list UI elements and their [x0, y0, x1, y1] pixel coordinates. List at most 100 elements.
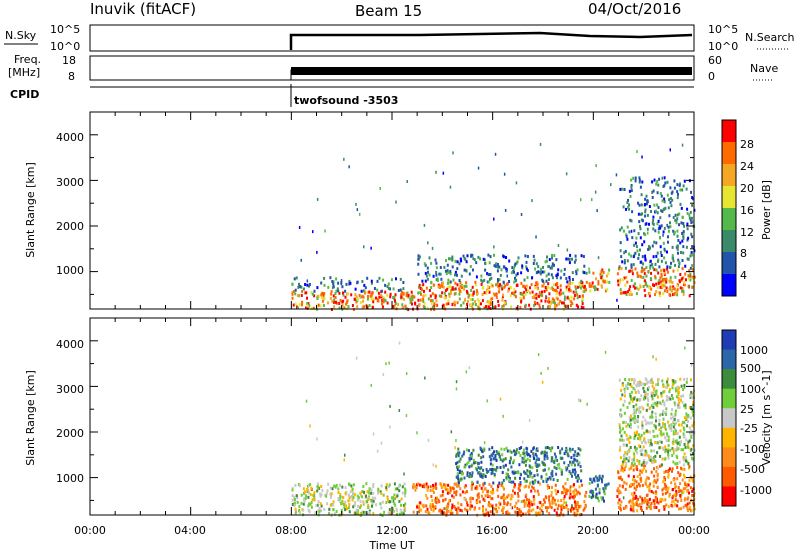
power-cbar-label: Power [dB] — [760, 180, 773, 240]
power-cell — [638, 253, 640, 257]
velocity-cell — [682, 448, 685, 452]
power-cell — [559, 299, 562, 303]
power-cell — [419, 287, 422, 290]
power-cell — [620, 267, 623, 271]
velocity-cell — [444, 487, 447, 491]
velocity-cell — [660, 430, 663, 434]
velocity-cell — [463, 450, 466, 454]
velocity-cell — [305, 494, 308, 498]
power-cell — [557, 302, 560, 306]
velocity-cell — [418, 506, 421, 510]
power-cell — [520, 281, 523, 285]
power-cell — [681, 215, 684, 219]
power-speckle — [423, 223, 426, 227]
velocity-cell — [421, 504, 424, 508]
power-cell — [465, 306, 468, 310]
velocity-cell — [313, 495, 316, 499]
velocity-cell — [513, 449, 515, 453]
velocity-cell — [638, 502, 641, 506]
power-cell — [366, 306, 369, 310]
freq-tick-high: 18 — [62, 54, 76, 67]
power-cell — [294, 292, 297, 296]
power-cell — [623, 259, 626, 262]
velocity-cell — [643, 463, 646, 467]
power-cell — [543, 289, 546, 293]
velocity-cell — [554, 488, 557, 492]
xtick-12-00: 12:00 — [376, 524, 408, 537]
velocity-cell — [331, 487, 334, 491]
power-cell — [663, 256, 666, 260]
power-speckle — [442, 171, 445, 175]
velocity-cell — [625, 437, 628, 441]
power-cell — [668, 287, 671, 291]
power-cell — [323, 276, 326, 280]
power-cell — [661, 199, 664, 203]
velocity-cell — [293, 502, 296, 505]
velocity-cell — [649, 505, 652, 509]
power-cell — [392, 296, 395, 299]
velocity-cell — [488, 482, 491, 486]
velocity-cell — [673, 493, 676, 497]
velocity-cell — [676, 462, 679, 466]
velocity-speckle — [483, 441, 486, 445]
colorbar-segment — [722, 186, 736, 209]
power-cell — [347, 305, 350, 309]
velocity-cell — [533, 457, 535, 460]
power-ytick-1000: 1000 — [56, 264, 84, 277]
velocity-cell — [530, 509, 533, 513]
velocity-cell — [359, 506, 362, 509]
velocity-cell — [629, 504, 632, 508]
power-speckle — [356, 208, 359, 212]
velocity-cell — [332, 508, 335, 512]
velocity-cell — [536, 473, 539, 477]
power-cell — [410, 299, 413, 303]
power-cell — [640, 193, 643, 197]
power-speckle — [427, 241, 429, 245]
power-cell — [356, 305, 359, 309]
power-cell — [497, 265, 499, 269]
power-cell — [677, 265, 680, 269]
velocity-cell — [645, 494, 648, 497]
power-cell — [650, 287, 653, 291]
velocity-cell — [628, 450, 630, 453]
velocity-cell — [690, 447, 693, 451]
velocity-cell — [618, 378, 621, 382]
velocity-cell — [658, 446, 661, 450]
velocity-cell — [392, 499, 395, 503]
velocity-cell — [620, 389, 623, 392]
velocity-cell — [638, 444, 641, 448]
power-cell — [642, 275, 645, 279]
velocity-cell — [691, 424, 694, 428]
power-cell — [692, 277, 695, 281]
power-cell — [434, 294, 437, 298]
power-cell — [470, 288, 473, 292]
velocity-cell — [579, 448, 582, 452]
velocity-cell — [372, 499, 375, 503]
velocity-cell — [552, 478, 555, 482]
power-cell — [640, 270, 643, 274]
velocity-cell — [647, 385, 650, 389]
velocity-cell — [525, 484, 528, 488]
power-cell — [359, 301, 362, 304]
velocity-speckle — [405, 414, 408, 418]
velocity-cell — [679, 493, 682, 497]
velocity-cell — [512, 459, 515, 463]
velocity-cell — [467, 460, 470, 464]
power-cell — [497, 284, 500, 288]
velocity-cell — [658, 418, 661, 422]
power-cell — [581, 284, 584, 288]
power-cell — [394, 293, 397, 297]
velocity-cell — [538, 463, 541, 467]
velocity-cell — [294, 483, 297, 487]
velocity-cell — [619, 429, 622, 432]
power-cell — [509, 286, 512, 289]
velocity-cell — [431, 489, 434, 492]
power-cell — [333, 305, 336, 309]
power-speckle — [531, 199, 533, 203]
velocity-cell — [675, 440, 678, 444]
power-cell — [302, 287, 305, 291]
velocity-cell — [459, 457, 462, 461]
velocity-cell — [509, 502, 512, 506]
power-cell — [675, 221, 678, 225]
nsky-label: N.Sky — [5, 29, 37, 42]
